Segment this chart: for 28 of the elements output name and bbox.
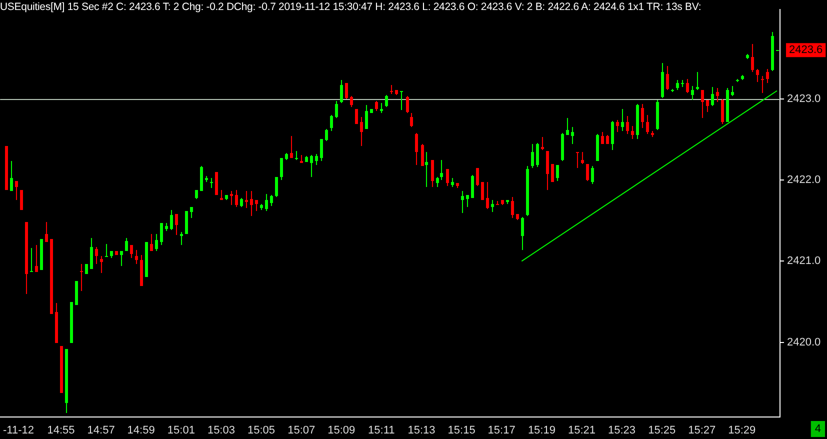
candlestick (496, 201, 499, 205)
x-tick-label: 14:55 (47, 424, 75, 437)
x-tick-label: 15:25 (648, 424, 676, 437)
x-tick-label: 14:57 (87, 424, 115, 437)
y-tick-label: 2421.0 (787, 255, 821, 268)
x-tick-label: 15:19 (528, 424, 556, 437)
x-tick-label: 15:01 (167, 424, 195, 437)
x-tick-label: 15:07 (288, 424, 316, 437)
x-tick-label: 15:11 (368, 424, 395, 437)
x-tick-label: 15:29 (728, 424, 756, 437)
x-tick-label: 15:27 (688, 424, 716, 437)
candlestick (30, 248, 33, 272)
y-tick-label: 2420.0 (787, 336, 821, 348)
x-tick-label: -11-12 (3, 424, 34, 437)
x-tick-label: 15:13 (408, 424, 436, 437)
x-tick-label: 15:03 (207, 424, 235, 437)
x-tick-label: 15:21 (568, 424, 596, 437)
text: 4 (814, 423, 822, 436)
x-tick-label: 15:17 (488, 424, 516, 437)
x-tick-label: 15:15 (448, 424, 476, 437)
x-tick-label: 14:59 (127, 424, 155, 437)
y-tick-label: 2423.0 (787, 92, 821, 105)
y-tick-label: 2422.0 (787, 174, 821, 186)
chart-title: USEquities[M] 15 Sec #2 C: 2423.6 T: 2 Chg: -0.2 DChg: -0.7 2019-11-12 15:30:47 H: 2423.6 L: 2423.6 O: 2423.6 V: 2 B: 2422.6 A: 2424.6 1x1 TR: 13s BV: (0, 1, 702, 13)
text: 2423.6 (789, 44, 823, 56)
x-tick-label: 15:09 (328, 424, 356, 437)
x-tick-label: 15:23 (608, 424, 636, 437)
x-tick-label: 15:05 (247, 424, 275, 437)
